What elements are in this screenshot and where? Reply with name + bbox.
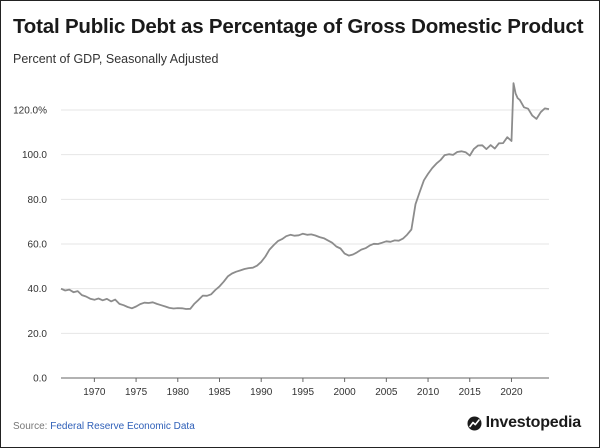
series-line-debt-to-gdp (60, 82, 550, 310)
x-tick-label: 1980 (167, 387, 190, 398)
y-axis-tick-labels: 0.0 20.0 40.0 60.0 80.0 100.0 120.0% (13, 106, 47, 385)
x-tick-label: 2005 (375, 387, 398, 398)
x-tick-label: 2020 (500, 387, 523, 398)
y-tick-label: 80.0 (28, 195, 48, 206)
x-tick-label: 2010 (417, 387, 440, 398)
x-tick-label: 2000 (333, 387, 356, 398)
x-tick-label: 1985 (208, 387, 231, 398)
x-tick-label: 2015 (459, 387, 482, 398)
chart-title: Total Public Debt as Percentage of Gross… (13, 15, 584, 38)
y-tick-label: 120.0% (13, 106, 47, 117)
brand-name: Investopedia (485, 414, 582, 431)
x-axis-tick-labels: 1970 1975 1980 1985 1990 1995 2000 2005 2010 2015… (83, 378, 523, 398)
y-tick-label: 20.0 (28, 329, 48, 340)
x-tick-label: 1975 (125, 387, 148, 398)
y-tick-label: 0.0 (33, 374, 47, 385)
chart-subtitle: Percent of GDP, Seasonally Adjusted (13, 52, 219, 66)
brand-logo: Investopedia (467, 414, 581, 432)
x-tick-label: 1995 (292, 387, 315, 398)
x-tick-label: 1970 (83, 387, 106, 398)
y-tick-label: 40.0 (28, 284, 48, 295)
source-label: Source: (13, 421, 48, 432)
source-note: Source: Federal Reserve Economic Data (13, 421, 195, 432)
x-tick-label: 1990 (250, 387, 273, 398)
source-link[interactable]: Federal Reserve Economic Data (50, 421, 195, 432)
y-tick-label: 60.0 (28, 240, 48, 251)
investopedia-logo-icon (467, 416, 482, 430)
gridlines (61, 109, 549, 334)
y-tick-label: 100.0 (22, 150, 47, 161)
